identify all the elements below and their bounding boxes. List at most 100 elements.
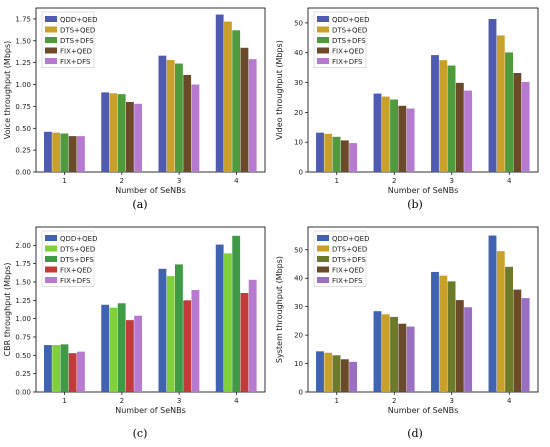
legend: QDD+QED DTS+QED DTS+DFS FIX+QED FIX+DFS: [41, 11, 97, 68]
legend-swatch: [317, 58, 329, 64]
legend: QDD+QED DTS+QED DTS+DFS FIX+QED FIX+DFS: [313, 11, 369, 68]
y-tick-label: 1.50: [15, 279, 31, 287]
bar-fix-qed-2: [125, 102, 134, 172]
legend-swatch: [45, 266, 57, 273]
chart-panel-3: 0.00 0.25 0.50 0.75 1.00 1.25 1.50 1.75 2.00 CBR …: [3, 226, 266, 440]
legend-swatch: [45, 277, 57, 283]
x-tick-label: 4: [234, 177, 239, 185]
y-tick-label: 1.00: [15, 315, 31, 323]
bar-dts-dfs-1: [60, 344, 69, 392]
legend-swatch: [45, 245, 57, 252]
bar-dts-dfs-2: [390, 99, 398, 172]
y-tick-label: 40: [294, 49, 303, 57]
bar-dts-qed-2: [109, 93, 118, 172]
x-tick-label: 3: [450, 397, 454, 405]
bar-dts-dfs-3: [447, 65, 456, 172]
y-axis-label: Voice throughput (Mbps): [3, 41, 12, 140]
bar-qdd-qed-4: [215, 14, 224, 173]
y-tick-label: 10: [294, 360, 303, 368]
legend-entry: FIX+DFS: [332, 58, 363, 66]
x-tick-label: 2: [120, 397, 124, 405]
bar-fix-qed-2: [125, 320, 134, 392]
bar-dts-qed-3: [439, 60, 448, 172]
y-tick-label: 50: [294, 246, 303, 254]
bar-fix-qed-4: [240, 293, 249, 392]
bar-dts-qed-4: [224, 21, 232, 173]
panel-label: (d): [407, 427, 423, 440]
legend-swatch: [45, 58, 57, 64]
legend-entry: DTS+DFS: [60, 256, 94, 264]
bar-fix-dfs-2: [406, 326, 415, 392]
bar-fix-dfs-1: [349, 143, 358, 172]
bar-dts-qed-4: [496, 251, 505, 392]
chart-panel-1: 0.00 0.25 0.50 0.75 1.00 1.25 1.50 1.75 Voice th…: [3, 7, 266, 211]
bar-dts-dfs-3: [447, 281, 456, 392]
plot-frame: [35, 7, 266, 173]
y-tick-label: 10: [294, 139, 303, 147]
y-tick-label: 1.50: [15, 37, 31, 45]
bar-fix-qed-4: [513, 73, 522, 172]
legend-swatch: [317, 245, 329, 252]
x-tick-label: 1: [62, 397, 66, 405]
panel-label: (a): [132, 198, 147, 211]
bar-fix-dfs-1: [349, 361, 358, 392]
legend-entry: FIX+QED: [332, 267, 364, 275]
x-tick-label: 3: [177, 397, 181, 405]
y-tick-label: 30: [294, 79, 303, 87]
plot-frame: [307, 226, 539, 393]
bar-dts-dfs-4: [232, 30, 241, 172]
legend-entry: QDD+QED: [60, 16, 97, 24]
bar-dts-dfs-3: [175, 63, 183, 172]
legend-swatch: [317, 47, 329, 54]
x-tick-label: 3: [177, 177, 181, 185]
bar-fix-dfs-4: [248, 279, 257, 392]
bar-fix-qed-1: [68, 353, 77, 392]
legend-entry: DTS+QED: [60, 246, 95, 254]
x-tick-label: 1: [62, 177, 66, 185]
plot-frame: [307, 7, 539, 173]
bar-fix-qed-4: [240, 47, 249, 172]
bar-dts-dfs-4: [505, 266, 513, 392]
chart-panel-2: 0 10 20 30 40 50 Video throughput (Mbps) 1 2 3 4 Nu…: [275, 7, 539, 211]
bar-fix-qed-3: [183, 300, 192, 392]
bar-fix-qed-3: [455, 300, 464, 392]
y-tick-label: 20: [294, 332, 303, 340]
legend-entry: DTS+QED: [60, 27, 95, 35]
x-tick-label: 2: [392, 397, 396, 405]
y-tick-label: 0.25: [15, 147, 31, 155]
bar-qdd-qed-3: [431, 55, 439, 172]
x-tick-label: 1: [335, 397, 339, 405]
bar-fix-dfs-3: [191, 290, 200, 392]
legend-entry: DTS+QED: [332, 246, 367, 254]
y-tick-label: 0.50: [15, 125, 31, 133]
bar-qdd-qed-2: [373, 93, 382, 172]
bar-dts-qed-2: [381, 96, 390, 172]
bar-qdd-qed-3: [431, 271, 439, 392]
bar-dts-qed-4: [224, 253, 232, 392]
plot-frame: [35, 226, 266, 393]
bar-qdd-qed-1: [316, 351, 324, 392]
x-tick-label: 3: [450, 177, 454, 185]
bar-fix-dfs-3: [191, 84, 200, 172]
y-tick-label: 0.50: [15, 352, 31, 360]
bar-qdd-qed-2: [101, 92, 110, 172]
y-tick-label: 1.25: [15, 59, 31, 67]
x-tick-label: 4: [507, 177, 512, 185]
bar-fix-dfs-4: [521, 298, 530, 392]
y-tick-label: 0.75: [15, 334, 31, 342]
legend-swatch: [317, 256, 329, 262]
bar-qdd-qed-3: [158, 268, 167, 392]
legend-entry: FIX+QED: [60, 48, 92, 56]
legend-swatch: [45, 256, 57, 262]
bar-dts-dfs-1: [60, 133, 69, 172]
bar-dts-dfs-2: [117, 303, 126, 392]
y-tick-label: 0.00: [15, 169, 31, 177]
bar-dts-dfs-2: [390, 316, 398, 392]
bar-dts-qed-3: [166, 276, 175, 392]
bar-qdd-qed-4: [488, 19, 497, 172]
legend-entry: DTS+DFS: [332, 37, 366, 45]
chart-panel-4: 0 10 20 30 40 50 System throughput (Mbps) 1 2 3 4 N…: [275, 226, 539, 440]
bar-fix-dfs-3: [464, 307, 473, 392]
bar-dts-dfs-1: [332, 355, 341, 392]
